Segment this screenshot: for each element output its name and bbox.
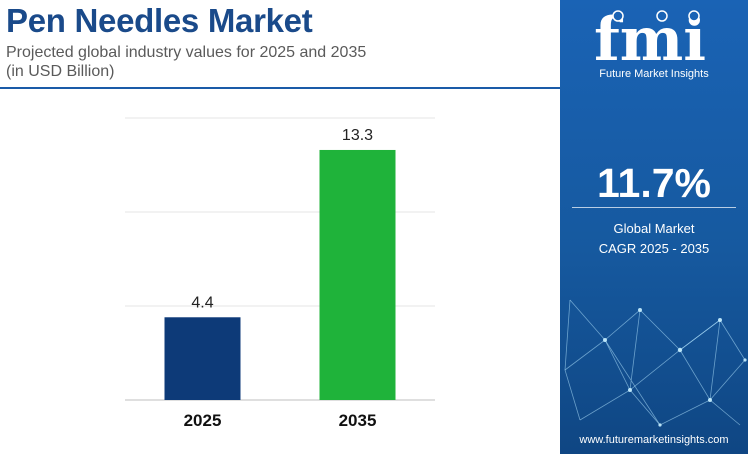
subtitle-line-2: (in USD Billion) xyxy=(6,63,115,80)
bar-2025 xyxy=(164,317,241,400)
cagr-value: 11.7% xyxy=(597,160,711,206)
cagr-label-line-1: Global Market xyxy=(613,221,695,236)
subtitle-line-1: Projected global industry values for 202… xyxy=(6,44,367,61)
sidebar-panel: fmi Future Market Insights 11.7% Global … xyxy=(560,0,748,454)
data-label-2025: 4.4 xyxy=(191,294,213,311)
network-graphic xyxy=(564,299,747,427)
website-url[interactable]: www.futuremarketinsights.com xyxy=(579,434,729,446)
bar-chart: 4.4 2025 13.3 2035 xyxy=(125,117,435,430)
chart-subtitle: Projected global industry values for 202… xyxy=(6,43,506,81)
x-tick-label-2035: 2035 xyxy=(339,411,377,430)
cagr-label: Global Market CAGR 2025 - 2035 xyxy=(560,219,748,259)
header-divider xyxy=(0,87,560,89)
x-tick-label-2025: 2025 xyxy=(184,411,222,430)
data-label-2035: 13.3 xyxy=(342,127,373,144)
cagr-label-line-2: CAGR 2025 - 2035 xyxy=(598,241,710,256)
fmi-logo: fmi xyxy=(594,5,706,66)
logo-tagline: Future Market Insights xyxy=(599,68,709,80)
chart-title: Pen Needles Market xyxy=(6,2,313,39)
bar-2035 xyxy=(319,149,396,400)
cagr-divider xyxy=(572,207,736,208)
